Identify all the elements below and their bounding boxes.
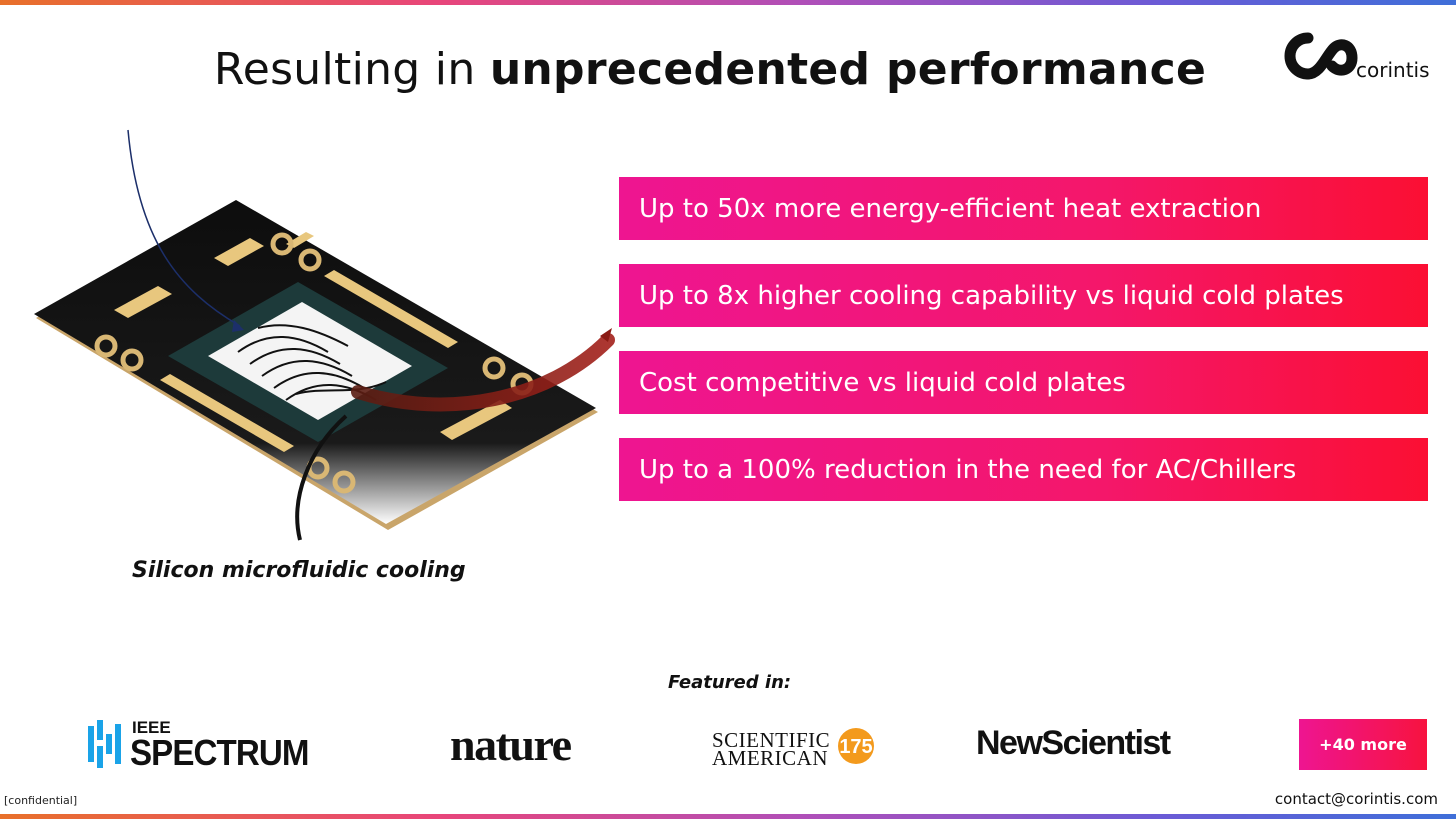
nature-logo: nature: [450, 719, 572, 770]
benefit-text: Up to a 100% reduction in the need for A…: [639, 454, 1297, 485]
benefit-text: Up to 8x higher cooling capability vs li…: [639, 280, 1344, 311]
microchannel-pattern: [237, 324, 387, 401]
ieee-text: IEEE: [132, 718, 171, 737]
top-gradient-bar: [0, 0, 1456, 5]
title-light-text: Resulting in: [213, 44, 476, 95]
title-bold-text: unprecedented performance: [489, 44, 1207, 95]
more-press-button[interactable]: +40 more: [1299, 719, 1427, 770]
bottom-gradient-bar: [0, 814, 1456, 819]
contact-email[interactable]: contact@corintis.com: [1274, 790, 1438, 808]
gold-contact-pads: [114, 232, 512, 452]
benefit-banner: Up to 50x more energy-efficient heat ext…: [619, 177, 1428, 240]
confidential-label: [confidential]: [4, 794, 78, 807]
ieee-bars-icon: [88, 720, 121, 768]
new-scientist-logo: NewScientist: [976, 724, 1171, 762]
slide-title: Resulting in unprecedented performance: [0, 44, 1420, 95]
ieee-spectrum-logo: IEEE SPECTRUM: [88, 710, 328, 780]
benefit-banner: Up to 8x higher cooling capability vs li…: [619, 264, 1428, 327]
corintis-logo-icon: [1284, 32, 1358, 80]
illustration-caption: Silicon microfluidic cooling: [132, 558, 466, 583]
sciam-175-badge: 175: [838, 728, 874, 764]
benefit-text: Cost competitive vs liquid cold plates: [639, 367, 1126, 398]
scientific-american-logo: SCIENTIFIC AMERICAN 175: [712, 710, 882, 780]
sciam-line-1: SCIENTIFIC: [712, 728, 831, 752]
benefit-list: Up to 50x more energy-efficient heat ext…: [619, 177, 1428, 525]
chip-illustration: [34, 129, 615, 541]
spectrum-text: SPECTRUM: [130, 732, 309, 773]
featured-in-label: Featured in:: [668, 672, 792, 693]
benefit-banner: Up to a 100% reduction in the need for A…: [619, 438, 1428, 501]
logo-wordmark: corintis: [1356, 58, 1430, 82]
sciam-line-2: AMERICAN: [712, 746, 829, 770]
benefit-banner: Cost competitive vs liquid cold plates: [619, 351, 1428, 414]
benefit-text: Up to 50x more energy-efficient heat ext…: [639, 193, 1262, 224]
